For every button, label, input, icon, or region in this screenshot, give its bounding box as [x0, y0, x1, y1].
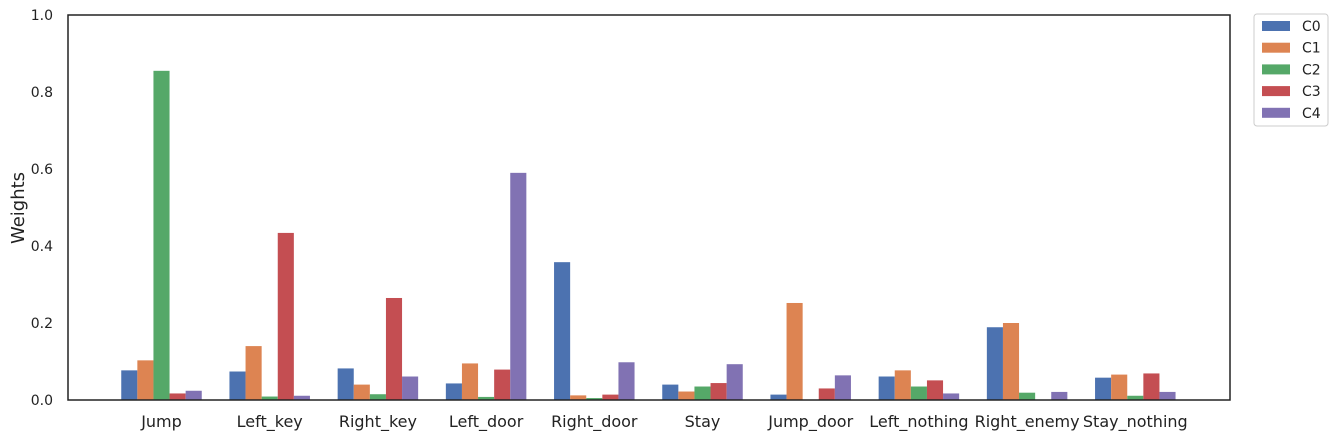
bar-C1-Stay_nothing — [1111, 374, 1128, 400]
y-tick-label: 1.0 — [31, 8, 53, 24]
legend-swatch-C3 — [1262, 86, 1290, 97]
y-tick-label: 0.2 — [31, 316, 53, 332]
bar-C0-Left_nothing — [878, 376, 895, 400]
bar-C0-Left_door — [445, 383, 462, 400]
y-tick-label: 0.8 — [31, 85, 53, 101]
legend: C0 C1 C2 C3 C4 — [1253, 13, 1329, 127]
bar-C2-Right_door — [586, 398, 603, 400]
legend-box — [1253, 13, 1329, 127]
bar-C1-Jump_door — [786, 302, 803, 400]
bar-C2-Jump — [153, 70, 170, 400]
bar-C4-Stay — [726, 364, 743, 400]
legend-label-C4: C4 — [1302, 106, 1321, 122]
bar-C0-Stay — [662, 384, 679, 400]
legend-label-C1: C1 — [1302, 41, 1321, 57]
bar-C2-Right_enemy — [1019, 392, 1036, 400]
bar-C1-Left_nothing — [894, 370, 911, 400]
bar-C4-Left_door — [510, 172, 527, 400]
x-tick-label: Left_key — [237, 412, 303, 432]
bar-C3-Jump_door — [818, 388, 835, 400]
bar-C4-Right_key — [402, 376, 419, 400]
legend-label-C3: C3 — [1302, 84, 1321, 100]
bar-C1-Right_enemy — [1002, 323, 1020, 400]
bar-C3-Jump — [169, 393, 186, 400]
bar-C4-Right_door — [618, 362, 635, 400]
bar-C1-Right_key — [353, 384, 370, 400]
bar-C1-Left_door — [461, 363, 479, 400]
bar-C2-Stay — [694, 386, 711, 400]
bar-C1-Left_key — [245, 346, 262, 400]
y-tick-label: 0.6 — [31, 162, 53, 178]
y-axis-ticks: 0.0 0.2 0.4 0.6 0.8 1.0 — [31, 8, 53, 409]
x-tick-label: Stay_nothing — [1083, 412, 1188, 432]
x-tick-label: Jump_door — [767, 412, 853, 432]
bar-C2-Right_key — [369, 394, 386, 400]
bar-C4-Left_key — [293, 395, 310, 400]
plot-frame — [67, 14, 1231, 401]
bar-C1-Jump — [137, 360, 154, 400]
x-tick-label: Left_nothing — [869, 412, 968, 432]
bar-C0-Right_key — [337, 368, 354, 400]
bar-C0-Jump_door — [770, 394, 787, 400]
bar-C0-Jump — [121, 370, 138, 400]
bar-C1-Right_door — [570, 395, 587, 400]
bar-C3-Left_key — [277, 232, 294, 400]
bar-C0-Stay_nothing — [1095, 377, 1112, 400]
legend-swatch-C4 — [1262, 107, 1290, 118]
y-tick-label: 0.0 — [31, 393, 53, 409]
x-tick-label: Right_door — [551, 412, 638, 432]
x-tick-label: Left_door — [449, 412, 524, 432]
y-axis-label: Weights — [8, 172, 29, 244]
x-tick-label: Right_key — [339, 412, 417, 432]
bar-C3-Right_key — [385, 297, 403, 400]
bar-C4-Jump_door — [834, 375, 851, 400]
bar-C0-Left_key — [229, 371, 246, 400]
legend-label-C0: C0 — [1302, 19, 1321, 35]
bar-C4-Right_enemy — [1051, 391, 1068, 400]
bars-layer — [121, 70, 1176, 400]
x-tick-label: Jump — [140, 412, 182, 431]
legend-swatch-C2 — [1262, 64, 1290, 75]
x-axis-ticks: Jump Left_key Right_key Left_door Right_door… — [140, 412, 1188, 432]
legend-label-C2: C2 — [1302, 62, 1321, 78]
bar-C0-Right_door — [554, 262, 571, 400]
bar-C2-Stay_nothing — [1127, 395, 1144, 400]
bar-C3-Right_door — [602, 394, 619, 400]
bar-C3-Left_door — [494, 369, 511, 400]
legend-swatch-C1 — [1262, 42, 1290, 53]
legend-swatch-C0 — [1262, 21, 1290, 31]
bar-C0-Right_enemy — [986, 327, 1003, 400]
bar-C4-Stay_nothing — [1159, 391, 1176, 400]
y-tick-label: 0.4 — [31, 239, 53, 255]
x-tick-label: Right_enemy — [975, 412, 1080, 432]
bar-C4-Left_nothing — [943, 393, 960, 400]
bar-C2-Left_key — [261, 396, 278, 400]
bar-C1-Stay — [678, 391, 695, 400]
x-tick-label: Stay — [685, 412, 721, 431]
bar-C3-Stay — [710, 383, 727, 400]
bar-C3-Stay_nothing — [1143, 373, 1160, 400]
bar-C4-Jump — [185, 390, 202, 400]
bar-C2-Left_nothing — [910, 386, 927, 400]
bar-C3-Left_nothing — [926, 380, 944, 400]
bar-C2-Left_door — [478, 396, 495, 400]
